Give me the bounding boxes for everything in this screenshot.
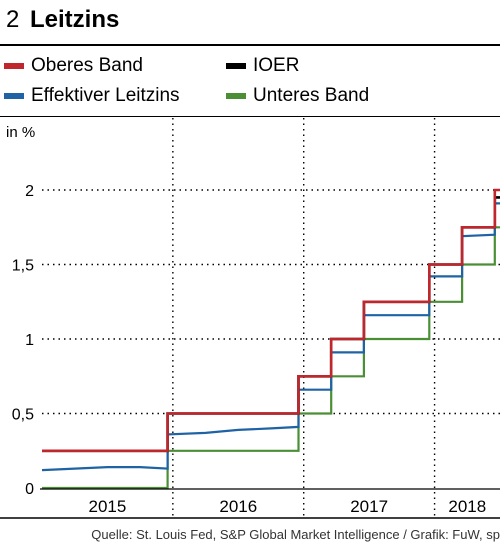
legend-label-ioer: IOER — [253, 55, 300, 76]
legend-swatch-effektiver-leitzins — [4, 93, 24, 99]
legend-label-effektiver-leitzins: Effektiver Leitzins — [31, 85, 180, 106]
x-tick-label-3: 2018 — [448, 497, 486, 516]
legend-item-oberes-band: Oberes Band — [4, 55, 143, 77]
y-tick-label-3: 1,5 — [12, 258, 34, 275]
chart-legend: Oberes Band IOER Effektiver Leitzins Unt… — [0, 50, 500, 116]
chart-title: Leitzins — [30, 6, 120, 33]
legend-swatch-unteres-band — [226, 93, 246, 99]
legend-label-oberes-band: Oberes Band — [31, 55, 143, 76]
chart-area: 0 0,5 1 1,5 2 2015 2016 2017 2018 — [0, 118, 500, 519]
header-rule — [0, 44, 500, 46]
legend-label-unteres-band: Unteres Band — [253, 85, 370, 106]
source-note: Quelle: St. Louis Fed, S&P Global Market… — [91, 527, 500, 542]
legend-item-unteres-band: Unteres Band — [226, 85, 369, 107]
y-tick-label-1: 0,5 — [12, 407, 34, 424]
y-tick-label-2: 1 — [25, 332, 34, 349]
figure-number: 2 — [6, 6, 20, 33]
legend-rule — [0, 116, 500, 117]
y-axis-label: in % — [6, 124, 36, 141]
legend-item-effektiver-leitzins: Effektiver Leitzins — [4, 85, 180, 107]
legend-item-ioer: IOER — [226, 55, 299, 77]
series-line-oberes — [42, 188, 500, 453]
x-tick-label-1: 2016 — [219, 497, 257, 516]
y-tick-label-0: 0 — [25, 481, 34, 498]
chart-header: 2 Leitzins — [0, 0, 500, 46]
series-line-unteres — [42, 226, 500, 490]
legend-swatch-oberes-band — [4, 63, 24, 69]
y-tick-label-4: 2 — [25, 183, 34, 200]
x-tick-label-2: 2017 — [350, 497, 388, 516]
x-tick-label-0: 2015 — [89, 497, 127, 516]
legend-swatch-ioer — [226, 63, 246, 69]
series-line-effektiv — [41, 202, 500, 472]
